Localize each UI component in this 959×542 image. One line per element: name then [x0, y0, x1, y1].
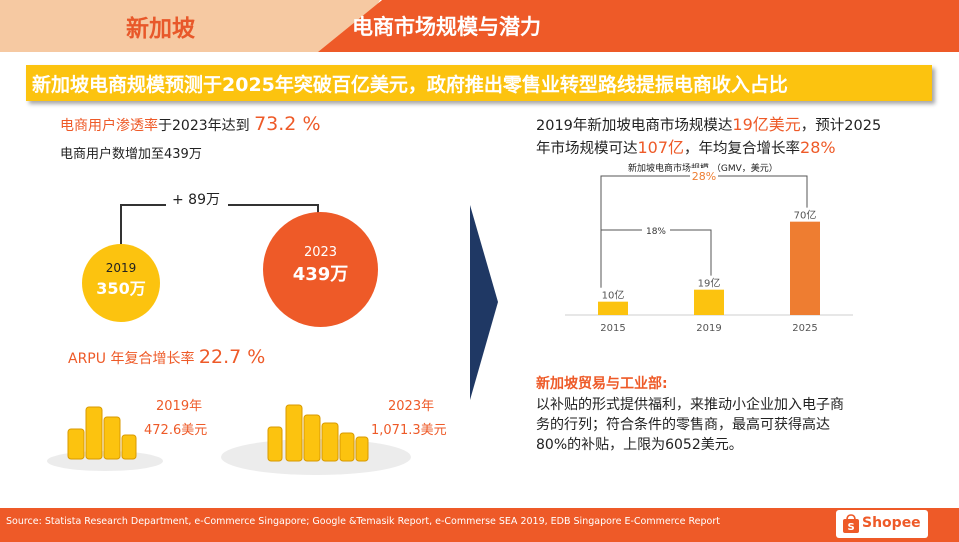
- header-left-band: [0, 0, 380, 52]
- country-title: 新加坡: [126, 16, 195, 42]
- circle-2019-value: 350万: [96, 279, 146, 298]
- headline-text: 新加坡电商规模预测于2025年突破百亿美元，政府推出零售业转型路线提振电商收入占…: [32, 74, 788, 96]
- bar-2015: [598, 301, 628, 315]
- footer-bar: [0, 508, 959, 542]
- circle-2023: 2023 439万: [263, 212, 378, 327]
- market-size-line1: 2019年新加坡电商市场规模达19亿美元，预计2025: [536, 111, 881, 135]
- penetration-value: 73.2 %: [254, 113, 321, 135]
- arpu-2019-value: 472.6美元: [144, 423, 208, 438]
- cagr-label-2025: 28%: [692, 170, 716, 183]
- cagr-label-bg-2025: [690, 168, 718, 182]
- circle-2019: 2019 350万: [82, 244, 160, 322]
- circle-2023-year: 2023: [303, 245, 338, 260]
- bracket-top-right: [228, 204, 318, 206]
- bracket-top-left: [120, 204, 166, 206]
- line2-pre: 年市场规模可达: [536, 141, 638, 157]
- arpu-line: ARPU 年复合增长率 22.7 %: [68, 346, 265, 368]
- circle-2023-value: 439万: [292, 264, 349, 285]
- cagr-bracket-2025: [600, 175, 808, 288]
- penetration-mid: 于2023年达到: [158, 118, 250, 134]
- cagr-bracket-2019: [600, 229, 712, 288]
- line2-mid: ，年均复合增长率: [684, 141, 801, 157]
- arpu-value: 22.7 %: [198, 346, 266, 368]
- line1-highlight: 19亿美元: [732, 115, 801, 134]
- chevron-right-icon: [470, 205, 498, 400]
- policy-title: 新加坡贸易与工业部:: [536, 376, 668, 392]
- arpu-label: ARPU 年复合增长率: [68, 351, 195, 367]
- x-tick-2015: 2015: [600, 323, 625, 334]
- coins-2023-icon: [221, 404, 411, 475]
- bar-label-2025: 70亿: [794, 209, 817, 222]
- bar-2025: [790, 221, 820, 315]
- line2-highlight2: 28%: [800, 138, 836, 157]
- svg-text:S: S: [848, 522, 855, 533]
- header-right-band: [318, 0, 959, 52]
- arpu-2023-value: 1,071.3美元: [371, 423, 447, 438]
- policy-line2: 务的行列；符合条件的零售商，最高可获得高达: [536, 417, 830, 433]
- circle-2019-year: 2019: [105, 261, 137, 275]
- increase-label: + 89万: [172, 192, 220, 208]
- bracket-left: [120, 204, 122, 246]
- bar-label-2015: 10亿: [602, 289, 625, 302]
- line1-pre: 2019年新加坡电商市场规模达: [536, 118, 733, 134]
- policy-line3: 80%的补贴，上限为6052美元。: [536, 437, 743, 453]
- arpu-2023-year: 2023年: [388, 399, 435, 414]
- cagr-label-bg-2019: [642, 222, 670, 236]
- shopee-logo-text: Shopee: [862, 515, 921, 531]
- x-tick-2019: 2019: [696, 323, 721, 334]
- bracket-right: [317, 204, 319, 218]
- coins-2019-icon: [47, 406, 163, 471]
- line2-highlight: 107亿: [637, 138, 685, 157]
- shopee-bag-icon: S: [843, 514, 859, 533]
- section-title: 电商市场规模与潜力: [352, 15, 541, 39]
- cagr-label-2019: 18%: [646, 227, 666, 237]
- users-line: 电商用户数增加至439万: [60, 147, 202, 162]
- line1-post: ，预计2025: [800, 118, 882, 134]
- bar-label-2019: 19亿: [698, 277, 721, 290]
- headline-banner: [26, 65, 932, 101]
- x-tick-2025: 2025: [792, 323, 817, 334]
- penetration-line: 电商用户渗透率于2023年达到 73.2 %: [60, 113, 321, 135]
- policy-line1: 以补贴的形式提供福利，来推动小企业加入电子商: [536, 397, 844, 413]
- source-text: Source: Statista Research Department, e-…: [6, 516, 720, 527]
- penetration-label: 电商用户渗透率: [60, 118, 158, 134]
- arpu-2019-year: 2019年: [156, 399, 203, 414]
- market-size-line2: 年市场规模可达107亿，年均复合增长率28%: [536, 134, 836, 158]
- bar-2019: [694, 289, 724, 315]
- market-size-chart: 新加坡电商市场规模 （GMV，美元） 10亿201519亿201970亿2025…: [565, 162, 853, 334]
